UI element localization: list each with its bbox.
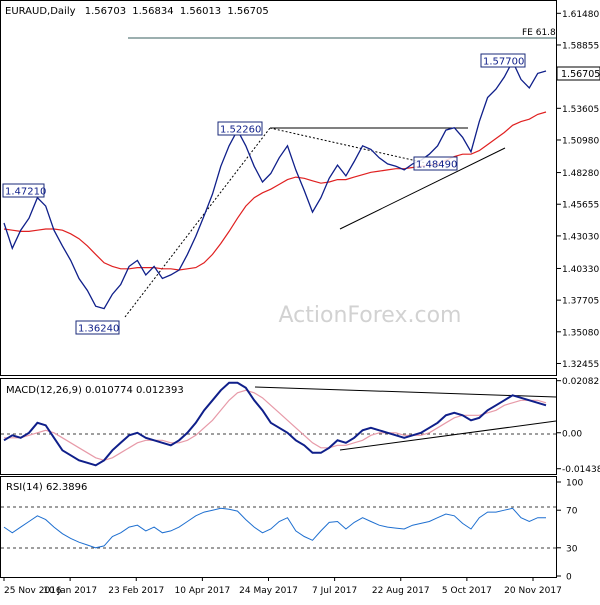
watermark: ActionForex.com [279,303,462,328]
price-y-tick-label: 1.35080 [562,328,599,338]
moving-average-line [3,111,547,271]
price-label-1-48490: 1.48490 [413,156,458,171]
price-label-1-47210: 1.47210 [2,183,46,198]
svg-text:1.52260: 1.52260 [220,125,261,136]
macd-y-tick-label: 0.00 [562,429,582,439]
macd-y-ticks: 0.020827 0.00 -0.014386 [556,377,600,475]
fe-618-label: FE 61.8 [522,28,556,38]
x-tick-label: 10 Jan 2017 [43,586,97,596]
macd-upper-trendline [254,386,557,398]
svg-text:1.48490: 1.48490 [416,160,457,171]
x-tick-label: 25 Nov 2016 [4,586,62,596]
macd-trendlines [254,386,557,451]
svg-text:1.47210: 1.47210 [5,187,46,198]
price-title: EURAUD,Daily 1.56703 1.56834 1.56013 1.5… [5,6,269,17]
rising-support-line [339,147,506,230]
last-price-tag: 1.56705 [556,66,600,81]
price-y-tick-label: 1.48280 [562,169,599,179]
price-y-ticks: 1.614801.588551.562301.536051.509801.482… [556,10,599,370]
price-label-1-57700: 1.57700 [480,53,526,68]
rsi-y-tick-label: 0 [566,573,572,583]
macd-y-tick-label: 0.020827 [562,377,600,387]
svg-text:1.36240: 1.36240 [78,324,119,335]
price-y-tick-label: 1.40330 [562,265,599,275]
macd-line [3,381,547,467]
rsi-line [3,507,546,549]
price-panel-frame [0,0,557,376]
macd-title: MACD(12,26,9) 0.010774 0.012393 [6,385,184,396]
price-y-tick-label: 1.58855 [562,41,599,51]
price-y-tick-label: 1.45655 [562,201,599,211]
price-y-tick-label: 1.32455 [562,360,599,370]
x-tick-label: 10 Apr 2017 [175,586,231,596]
price-y-tick-label: 1.43030 [562,232,599,242]
price-label-1-52260: 1.52260 [217,121,263,136]
rsi-y-tick-label: 70 [566,507,578,517]
rsi-y-tick-label: 100 [566,479,583,489]
svg-text:1.56705: 1.56705 [561,69,600,80]
price-y-tick-label: 1.50980 [562,136,599,146]
rsi-y-ticks: 100 70 30 0 [556,479,583,583]
svg-text:1.57700: 1.57700 [483,57,524,68]
price-y-tick-label: 1.37705 [562,297,599,307]
macd-signal-line [4,389,547,461]
x-tick-label: 23 Feb 2017 [108,586,164,596]
x-tick-label: 7 Jul 2017 [312,586,357,596]
x-tick-label: 24 May 2017 [239,586,298,596]
x-tick-label: 5 Oct 2017 [442,586,492,596]
price-line [3,59,547,310]
rsi-title: RSI(14) 62.3896 [6,482,87,493]
x-tick-label: 22 Aug 2017 [372,586,430,596]
price-y-tick-label: 1.53605 [562,105,599,115]
price-label-1-36240: 1.36240 [75,320,120,335]
rsi-panel-frame [0,476,557,578]
macd-lower-trendline [339,420,557,451]
price-y-tick-label: 1.61480 [562,10,599,20]
rsi-y-tick-label: 30 [566,544,578,554]
x-tick-label: 20 Nov 2017 [504,586,562,596]
macd-y-tick-label: -0.014386 [562,465,600,475]
